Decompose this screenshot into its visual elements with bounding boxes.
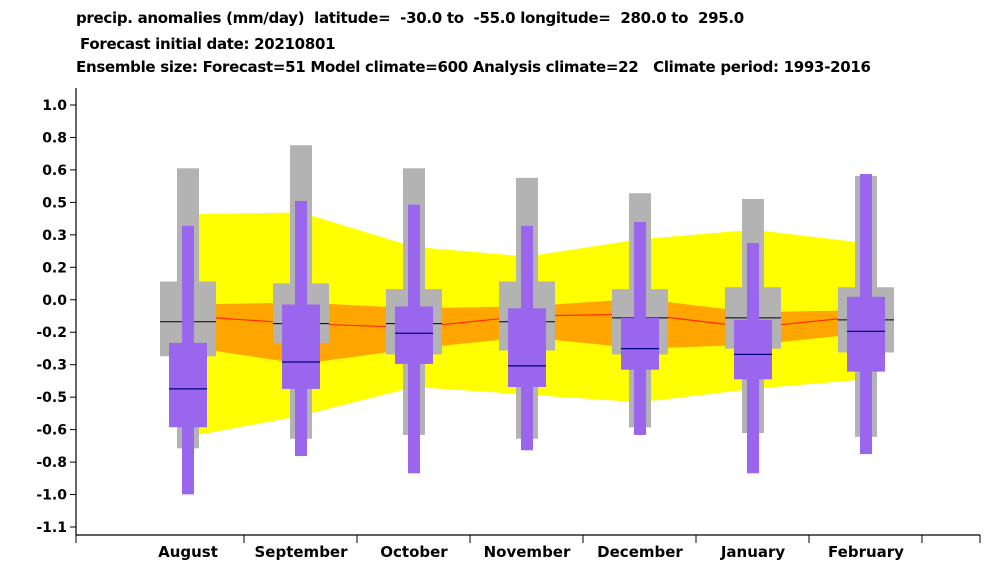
y-tick-label: 0.3 — [42, 228, 67, 244]
forecast-box — [282, 304, 320, 389]
y-tick-label: 0.6 — [42, 163, 67, 179]
y-tick-label: -0.6 — [36, 423, 67, 439]
forecast-box — [847, 296, 885, 372]
axes: 1.0 0.8 0.6 0.5 0.3 0.2 0.0 -0.2 -0.3 -0.5 -0.6 -0.… — [36, 88, 981, 561]
box-group-february — [838, 174, 894, 455]
forecast-box — [734, 319, 772, 380]
x-category-label: November — [484, 543, 571, 561]
y-tick-label: -0.3 — [36, 358, 67, 374]
y-tick-label: -0.8 — [36, 455, 67, 471]
box-group-december — [612, 193, 668, 435]
y-tick-label: -1.1 — [36, 520, 67, 536]
y-tick-label: 0.0 — [42, 293, 67, 309]
y-tick-label: 0.8 — [42, 130, 67, 146]
x-category-label: August — [158, 543, 218, 561]
box-group-november — [499, 177, 555, 451]
box-group-january — [725, 198, 781, 474]
x-category-label: September — [255, 543, 349, 561]
box-group-september — [273, 145, 329, 457]
box-group-october — [386, 168, 442, 474]
forecast-box — [169, 342, 207, 428]
x-category-label: February — [828, 543, 904, 561]
x-category-label: October — [380, 543, 448, 561]
chart-title-line-3: Ensemble size: Forecast=51 Model climate… — [76, 58, 871, 76]
x-category-label: December — [597, 543, 683, 561]
y-tick-label: 0.2 — [42, 260, 67, 276]
box-group-august — [160, 168, 216, 495]
y-tick-label: 1.0 — [42, 98, 67, 114]
y-tick-label: -1.0 — [36, 488, 67, 504]
forecast-box — [621, 317, 659, 370]
y-tick-label: -0.5 — [36, 390, 67, 406]
y-tick-label: -0.2 — [36, 325, 67, 341]
box-plots — [160, 145, 894, 495]
forecast-box — [508, 308, 546, 387]
x-category-label: January — [720, 543, 786, 561]
chart-title-line-2: Forecast initial date: 20210801 — [80, 35, 336, 53]
y-tick-label: 0.5 — [42, 195, 67, 211]
forecast-box — [395, 306, 433, 364]
chart-title-line-1: precip. anomalies (mm/day) latitude= -30… — [76, 9, 744, 27]
